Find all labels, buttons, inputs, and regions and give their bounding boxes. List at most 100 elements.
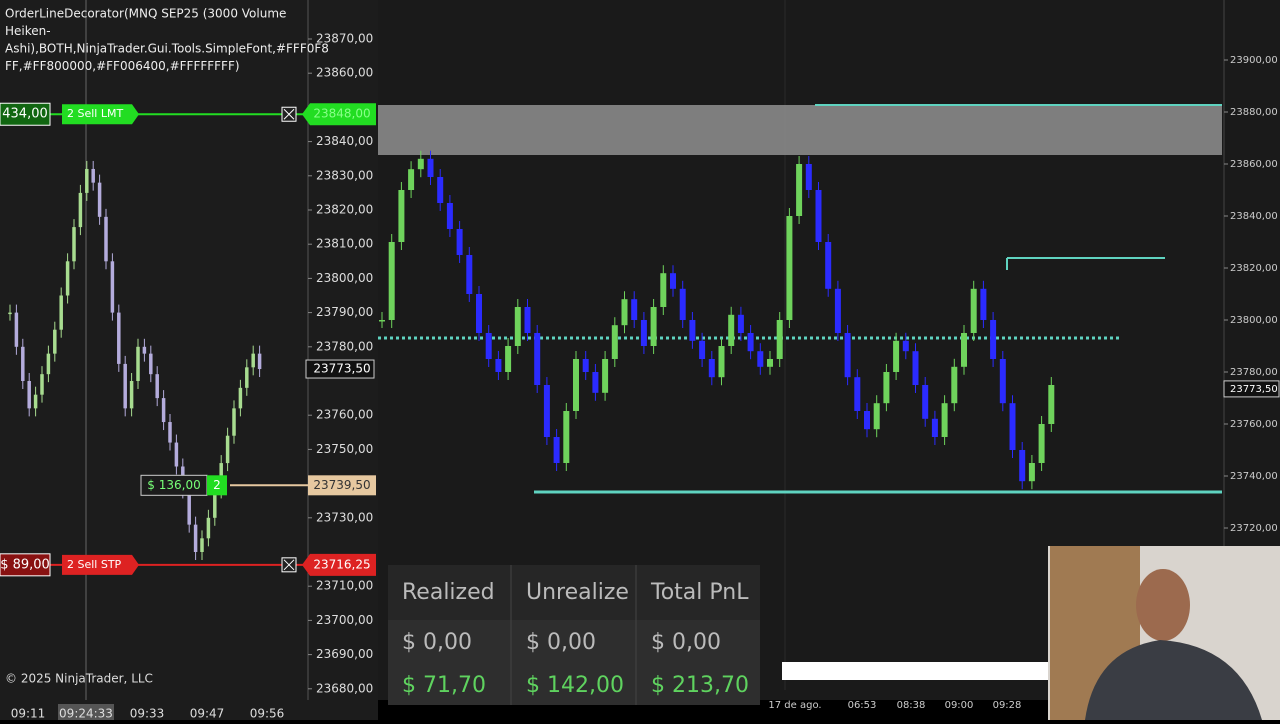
order-label[interactable]: 2 Sell LMT xyxy=(67,107,123,120)
order-pnl: $ 89,00 xyxy=(0,557,50,572)
price-label: 23720,00 xyxy=(1230,523,1278,534)
candle xyxy=(251,353,255,368)
candle xyxy=(200,538,204,552)
candle xyxy=(46,353,51,375)
candle xyxy=(466,255,473,294)
order-label-box xyxy=(62,554,139,575)
candle xyxy=(883,372,890,404)
candles xyxy=(8,150,1055,560)
pnl-cell: $ 71,70 xyxy=(402,673,486,698)
candle xyxy=(728,314,735,346)
zone xyxy=(378,105,1222,155)
time-label: 09:24:33 xyxy=(59,707,113,721)
candle xyxy=(149,353,153,375)
candle xyxy=(155,374,159,399)
copyright: © 2025 NinjaTrader, LLC xyxy=(5,672,153,686)
candle xyxy=(553,437,560,463)
order-price: 23716,25 xyxy=(313,557,370,571)
candle xyxy=(1009,403,1016,450)
candle xyxy=(708,359,715,378)
candle xyxy=(660,273,667,307)
candle xyxy=(456,229,463,255)
time-label: 09:11 xyxy=(11,707,46,721)
candle xyxy=(999,359,1006,404)
candle xyxy=(91,168,95,183)
time-label: 06:53 xyxy=(848,700,877,711)
price-label: 23790,00 xyxy=(316,305,373,319)
candle xyxy=(1038,424,1045,463)
candle xyxy=(805,164,812,190)
candle xyxy=(757,351,764,367)
indicator-text: Heiken- xyxy=(5,24,51,38)
candle xyxy=(408,169,415,190)
indicator-text: Ashi),BOTH,NinjaTrader.Gui.Tools.SimpleF… xyxy=(5,42,329,56)
price-label: 23830,00 xyxy=(316,168,373,182)
candle xyxy=(1028,463,1035,482)
pnl-header: Total PnL xyxy=(650,580,749,605)
candle xyxy=(640,320,647,346)
candle xyxy=(427,158,434,177)
price-label: 23820,00 xyxy=(316,203,373,217)
position-price: 23739,50 xyxy=(313,478,370,492)
candle xyxy=(582,359,589,372)
position-qty-box xyxy=(207,475,227,496)
candle xyxy=(65,261,70,296)
close-icon xyxy=(283,559,295,571)
time-label: 17 de ago. xyxy=(768,700,821,711)
pnl-cell: $ 0,00 xyxy=(402,630,472,655)
candle xyxy=(187,490,191,525)
last-price-tag xyxy=(305,359,375,379)
price-label: 23860,00 xyxy=(1230,159,1278,170)
candle xyxy=(524,307,531,333)
candle xyxy=(161,398,166,423)
candle xyxy=(864,411,870,430)
candle xyxy=(485,333,492,359)
candle xyxy=(193,524,198,552)
order-label-box xyxy=(62,104,139,125)
order-price: 23848,00 xyxy=(313,107,370,121)
candle xyxy=(129,381,134,409)
position-pnl: $ 136,00 xyxy=(147,478,200,492)
candle xyxy=(388,242,395,320)
candle xyxy=(505,346,512,372)
time-label: 09:00 xyxy=(945,700,974,711)
order-label[interactable]: 2 Sell STP xyxy=(67,558,122,571)
pnl-cell: $ 213,70 xyxy=(651,673,749,698)
price-label: 23780,00 xyxy=(1230,367,1278,378)
candle xyxy=(476,294,482,333)
candle xyxy=(27,381,31,409)
candle xyxy=(941,403,948,437)
candle xyxy=(786,216,793,320)
candle xyxy=(961,333,967,367)
candle xyxy=(893,340,900,372)
candle xyxy=(206,517,211,539)
candle xyxy=(398,190,405,242)
pnl-header: Realized xyxy=(402,580,495,605)
price-label: 23800,00 xyxy=(316,271,373,285)
candle xyxy=(117,312,121,364)
candle xyxy=(59,295,63,330)
candle xyxy=(902,340,909,352)
candle xyxy=(670,273,676,289)
last-price: 23773,50 xyxy=(1230,384,1278,395)
crosshair-time-box xyxy=(58,704,114,720)
candle xyxy=(534,333,541,385)
candle xyxy=(174,442,179,467)
candle xyxy=(232,408,236,436)
candle xyxy=(970,288,977,333)
candle xyxy=(213,490,217,518)
candle xyxy=(737,314,744,333)
pnl-cell: $ 0,00 xyxy=(651,630,721,655)
candle xyxy=(142,346,147,354)
candle xyxy=(110,261,115,313)
candle xyxy=(53,329,57,354)
last-price-tag xyxy=(1223,380,1280,398)
candle xyxy=(379,320,385,322)
candle xyxy=(592,372,599,393)
candle xyxy=(573,359,579,411)
time-label: 09:47 xyxy=(190,707,225,721)
candle xyxy=(136,346,140,381)
indicator-text: OrderLineDecorator(MNQ SEP25 (3000 Volum… xyxy=(5,7,286,21)
candle xyxy=(699,340,706,359)
